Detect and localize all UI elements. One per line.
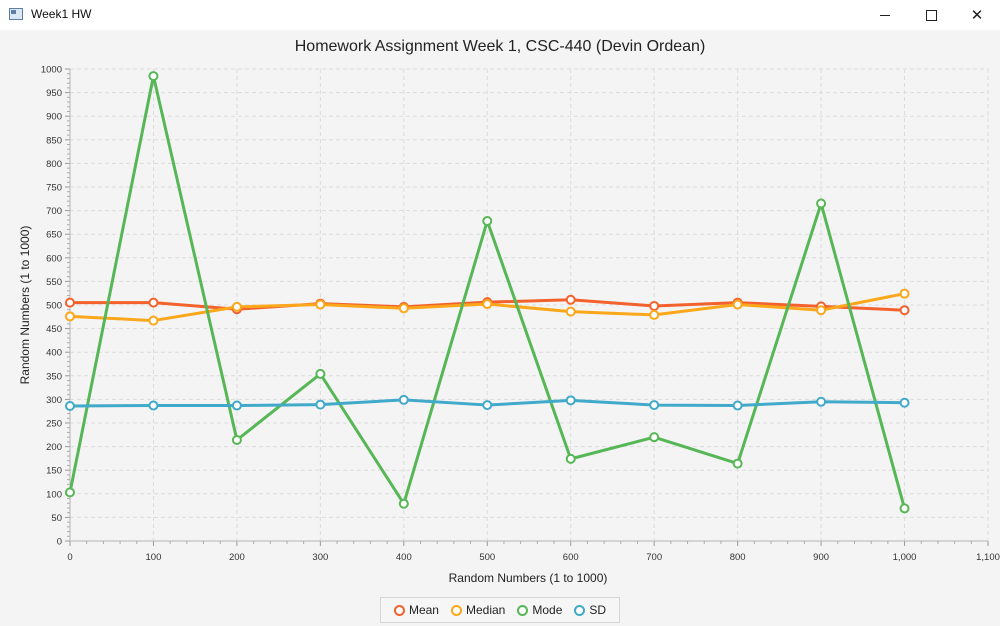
data-point-mode [398, 498, 409, 509]
chart-legend: Mean Median Mode SD [380, 597, 620, 623]
y-tick-label: 450 [46, 324, 62, 335]
legend-item-mode: Mode [517, 603, 562, 617]
data-point-median [398, 303, 409, 314]
y-tick-label: 800 [46, 159, 62, 170]
close-button[interactable]: ✕ [954, 0, 1000, 30]
data-point-median [482, 299, 493, 310]
data-point-median [899, 288, 910, 299]
y-tick-label: 300 [46, 395, 62, 406]
minimize-icon [880, 14, 890, 16]
data-point-mode [816, 198, 827, 209]
chart-title: Homework Assignment Week 1, CSC-440 (Dev… [294, 38, 706, 55]
legend-label: Median [465, 603, 506, 617]
data-point-mean [65, 297, 75, 308]
data-point-mode [899, 503, 910, 514]
data-point-median [565, 306, 576, 317]
y-tick-label: 750 [46, 183, 62, 194]
data-point-sd [231, 400, 242, 411]
y-tick-label: 400 [46, 348, 62, 359]
window-title: Week1 HW [31, 7, 92, 21]
legend-label: Mean [408, 603, 439, 617]
data-point-mode [315, 368, 326, 379]
x-tick-label: 1,100 [976, 552, 1000, 563]
data-point-sd [315, 399, 326, 410]
data-point-mode [649, 432, 660, 443]
axes: 0 50 100 150 200 250 300 350 400 450 500 550 600 650 7… [41, 65, 1000, 564]
maximize-button[interactable] [908, 0, 954, 30]
data-point-sd [398, 394, 409, 405]
y-tick-label: 650 [46, 230, 62, 241]
y-tick-label: 350 [46, 371, 62, 382]
y-axis-label: Random Numbers (1 to 1000) [18, 226, 32, 385]
y-tick-label: 100 [46, 489, 62, 500]
legend-item-mean: Mean [393, 603, 439, 617]
x-tick-label: 100 [146, 552, 162, 563]
y-tick-label: 850 [46, 135, 62, 146]
data-point-mode [565, 453, 576, 464]
legend-label: Mode [532, 603, 563, 617]
data-point-mode [65, 487, 75, 498]
data-point-median [65, 311, 75, 322]
legend-marker-icon [450, 604, 462, 616]
data-point-sd [899, 397, 910, 408]
app-icon [9, 8, 23, 20]
close-icon: ✕ [970, 7, 984, 24]
data-point-median [315, 299, 326, 310]
data-point-mode [231, 434, 242, 445]
data-point-sd [482, 400, 493, 411]
y-tick-label: 550 [46, 277, 62, 288]
x-tick-label: 0 [67, 552, 72, 563]
data-point-sd [565, 395, 576, 406]
data-point-sd [649, 400, 660, 411]
x-tick-label: 400 [396, 552, 412, 563]
y-tick-label: 950 [46, 88, 62, 99]
y-tick-label: 200 [46, 442, 62, 453]
data-point-mode [482, 215, 493, 226]
y-tick-label: 1000 [41, 65, 62, 76]
data-point-sd [816, 396, 827, 407]
data-point-sd [65, 401, 75, 412]
y-tick-label: 0 [57, 537, 62, 548]
data-point-mean [899, 305, 910, 316]
y-tick-label: 150 [46, 466, 62, 477]
legend-marker-icon [574, 604, 586, 616]
data-point-median [816, 305, 827, 316]
data-point-sd [148, 400, 159, 411]
legend-item-median: Median [450, 603, 506, 617]
legend-marker-icon [393, 604, 405, 616]
data-point-median [231, 301, 242, 312]
x-tick-label: 600 [563, 552, 579, 563]
y-tick-label: 600 [46, 253, 62, 264]
x-tick-label: 200 [229, 552, 245, 563]
x-tick-label: 900 [813, 552, 829, 563]
grid-lines [70, 68, 989, 541]
data-point-mean [148, 297, 159, 308]
y-tick-label: 50 [51, 513, 62, 524]
x-tick-label: 300 [312, 552, 328, 563]
data-point-median [148, 315, 159, 326]
x-axis-label: Random Numbers (1 to 1000) [449, 571, 608, 585]
series-lines [65, 71, 910, 514]
y-tick-label: 250 [46, 419, 62, 430]
data-point-sd [732, 400, 743, 411]
y-tick-label: 900 [46, 112, 62, 123]
data-point-mean [649, 300, 660, 311]
data-point-mode [148, 71, 159, 82]
data-point-median [732, 299, 743, 310]
data-point-mean [565, 294, 576, 305]
x-tick-label: 500 [479, 552, 495, 563]
x-tick-label: 1,000 [893, 552, 917, 563]
x-tick-label: 800 [730, 552, 746, 563]
data-point-mode [732, 458, 743, 469]
legend-label: SD [589, 603, 607, 617]
x-tick-label: 700 [646, 552, 662, 563]
legend-item-sd: SD [574, 603, 606, 617]
minimize-button[interactable] [862, 0, 908, 30]
y-tick-label: 700 [46, 206, 62, 217]
legend-marker-icon [517, 604, 529, 616]
maximize-icon [925, 9, 937, 21]
y-tick-label: 500 [46, 301, 62, 312]
data-point-median [649, 309, 660, 320]
